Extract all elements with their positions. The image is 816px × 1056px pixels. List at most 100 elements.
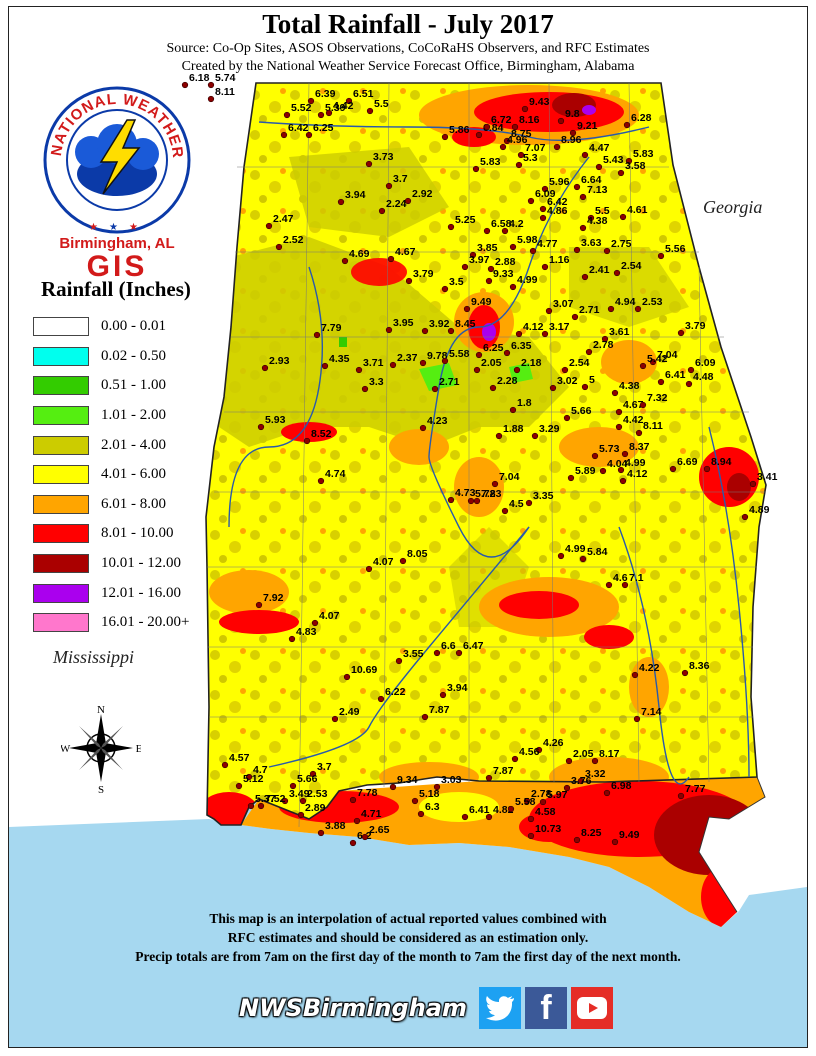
legend-item: 4.01 - 6.00 (33, 460, 213, 490)
rainfall-value-label: 1.16 (549, 254, 570, 266)
mississippi-label: Mississippi (53, 647, 135, 667)
station-marker (377, 695, 385, 703)
rainfall-value-label: 5.56 (665, 243, 686, 255)
station-marker (313, 331, 321, 339)
rainfall-value-label: 8.17 (599, 748, 620, 760)
legend-label: 0.00 - 0.01 (101, 318, 166, 335)
station-marker (207, 95, 215, 103)
station-marker (349, 839, 357, 847)
legend-swatch (33, 465, 89, 485)
svg-text:★: ★ (89, 222, 98, 233)
rainfall-value-label: 3.71 (363, 357, 384, 369)
station-marker (455, 649, 463, 657)
station-marker (595, 163, 603, 171)
station-marker (515, 161, 523, 169)
station-marker (677, 792, 685, 800)
rainfall-value-label: 8.52 (311, 428, 332, 440)
station-marker (247, 802, 255, 810)
rainfall-value-label: 6.72 (491, 114, 512, 126)
rainfall-value-label: 8.05 (407, 548, 428, 560)
rainfall-value-label: 3.5 (449, 276, 464, 288)
station-marker (421, 327, 429, 335)
station-marker (389, 783, 397, 791)
rainfall-value-label: 4.42 (623, 414, 644, 426)
legend-item: 12.01 - 16.00 (33, 578, 213, 608)
rainfall-value-label: 8.11 (215, 86, 235, 98)
rainfall-value-label: 5.37 (255, 793, 276, 805)
rainfall-value-label: 3.32 (585, 768, 606, 780)
rainfall-value-label: 6.64 (581, 174, 602, 186)
station-marker (385, 182, 393, 190)
station-marker (517, 151, 525, 159)
station-marker (495, 432, 503, 440)
rainfall-value-label: 6.58 (491, 218, 512, 230)
station-marker (411, 797, 419, 805)
station-marker (257, 423, 265, 431)
rainfall-value-label: 2.54 (569, 357, 590, 369)
station-marker (257, 802, 265, 810)
compass-s: S (98, 784, 104, 794)
rainfall-value-label: 7.83 (481, 488, 502, 500)
rainfall-value-label: 4.07 (373, 556, 394, 568)
legend-swatch (33, 494, 89, 514)
disclaimer: This map is an interpolation of actual r… (9, 909, 807, 966)
rainfall-value-label: 4.96 (507, 134, 528, 146)
rainfall-value-label: 4.48 (693, 371, 714, 383)
legend-label: 4.01 - 6.00 (101, 466, 166, 483)
disclaimer-line-1: This map is an interpolation of actual r… (209, 911, 607, 926)
station-marker (491, 480, 499, 488)
station-marker (607, 305, 615, 313)
station-marker (615, 423, 623, 431)
rainfall-value-label: 5.5 (374, 98, 389, 110)
station-marker (657, 252, 665, 260)
rainfall-value-label: 9.49 (619, 829, 640, 841)
station-marker (433, 649, 441, 657)
station-marker (345, 97, 353, 105)
rainfall-value-label: 2.53 (307, 788, 328, 800)
rainfall-value-label: 4.77 (537, 238, 558, 250)
rainfall-value-label: 3.88 (325, 820, 346, 832)
georgia-label: Georgia (703, 197, 763, 217)
rainfall-value-label: 8.16 (519, 114, 540, 126)
station-marker (485, 774, 493, 782)
legend-swatch (33, 583, 89, 603)
rainfall-value-label: 8.11 (643, 420, 663, 432)
station-marker (475, 131, 483, 139)
rainfall-value-label: 4.58 (535, 806, 556, 818)
rainfall-value-label: 10.69 (351, 664, 377, 676)
station-marker (419, 359, 427, 367)
rainfall-value-label: 6.3 (425, 801, 440, 813)
rainfall-value-label: 9.33 (493, 268, 514, 280)
station-marker (299, 797, 307, 805)
rainfall-value-label: 3.03 (441, 774, 462, 786)
facebook-icon[interactable]: f (525, 987, 567, 1029)
station-marker (337, 198, 345, 206)
station-marker (441, 285, 449, 293)
rainfall-value-label: 5.58 (515, 796, 536, 808)
rainfall-map: 6.18 5.748.11 6.39 6.515.39 5.55.52 4.42 9.439… (9, 72, 807, 1047)
rainfall-value-label: 2.78 (531, 788, 552, 800)
twitter-icon[interactable] (479, 987, 521, 1029)
social-handle[interactable]: NWSBirmingham (239, 994, 467, 1022)
station-marker (581, 383, 589, 391)
station-marker (467, 497, 475, 505)
svg-text:★: ★ (109, 222, 118, 233)
station-marker (475, 351, 483, 359)
station-marker (545, 307, 553, 315)
rainfall-value-label: 3.97 (469, 254, 490, 266)
legend-item: 8.01 - 10.00 (33, 519, 213, 549)
rainfall-value-label: 9.8 (565, 108, 580, 120)
station-marker (221, 761, 229, 769)
station-marker (417, 810, 425, 818)
rainfall-value-label: 3.41 (757, 471, 778, 483)
station-marker (317, 829, 325, 837)
youtube-icon[interactable] (571, 987, 613, 1029)
rainfall-value-label: 3.63 (581, 237, 602, 249)
rainfall-value-label: 2.37 (397, 352, 418, 364)
station-marker (289, 782, 297, 790)
station-marker (389, 361, 397, 369)
county-lines (207, 82, 766, 828)
station-marker (499, 143, 507, 151)
rainfall-value-label: 4.12 (627, 468, 648, 480)
rainfall-value-label: 5.93 (265, 414, 286, 426)
